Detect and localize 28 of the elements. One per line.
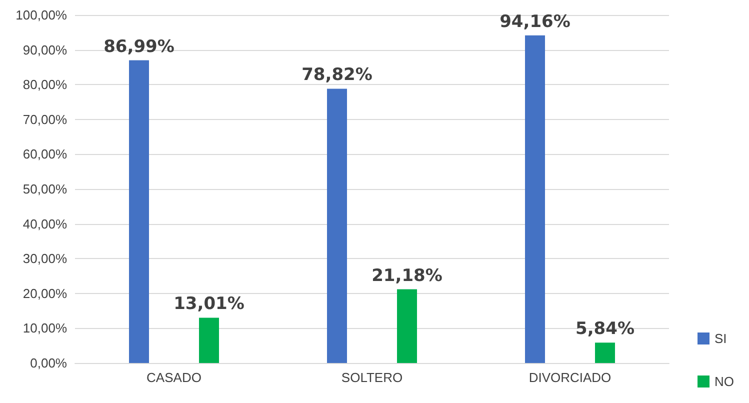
data-label: 5,84% <box>576 319 634 340</box>
y-tick-label: 70,00% <box>22 112 68 127</box>
data-label: 13,01% <box>174 294 244 314</box>
bar <box>397 289 417 363</box>
x-tick-label: CASADO <box>146 370 202 385</box>
y-tick-label: 50,00% <box>22 182 68 196</box>
data-label: 21,18% <box>372 266 442 286</box>
y-tick-label: 100,00% <box>16 8 68 22</box>
legend-label: SI <box>714 331 727 346</box>
y-tick-label: 40,00% <box>22 216 68 232</box>
data-label: 86,99% <box>104 36 174 57</box>
legend-label: NO <box>714 374 734 389</box>
data-label: 78,82% <box>302 65 372 86</box>
bar <box>595 342 615 363</box>
bar <box>525 35 545 363</box>
y-tick-label: 30,00% <box>22 251 68 266</box>
y-tick-label: 20,00% <box>22 286 68 301</box>
y-tick-label: 60,00% <box>22 146 68 162</box>
bar <box>129 60 149 363</box>
x-tick-label: SOLTERO <box>341 370 403 385</box>
bar <box>199 318 219 363</box>
y-tick-label: 80,00% <box>22 77 68 92</box>
y-tick-label: 90,00% <box>22 42 68 58</box>
y-tick-label: 0,00% <box>30 356 68 370</box>
data-label: 94,16% <box>500 12 570 32</box>
y-tick-label: 10,00% <box>22 320 68 336</box>
bar <box>327 88 347 363</box>
x-tick-label: DIVORCIADO <box>528 370 612 385</box>
